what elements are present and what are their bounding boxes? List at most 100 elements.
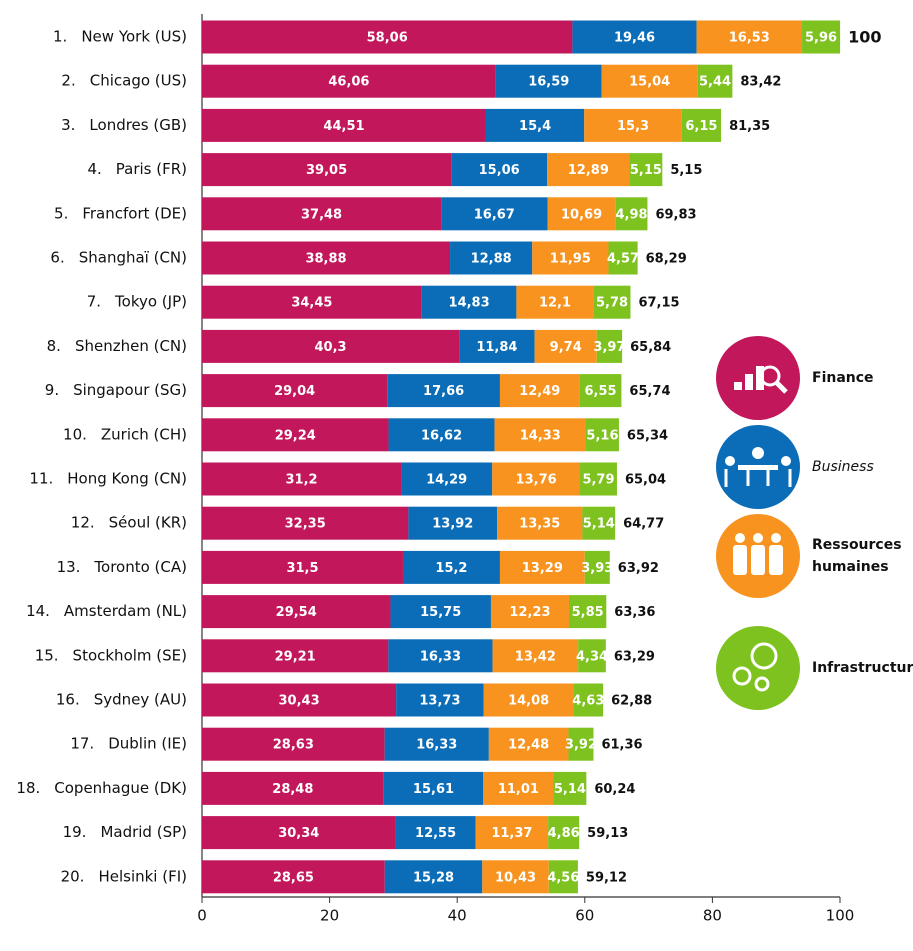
value-label: 30,43 [279,694,320,709]
legend-glyph [733,533,783,575]
value-label: 16,62 [421,428,462,443]
value-label: 5,14 [554,782,586,797]
value-label: 13,42 [515,649,556,664]
bar-segment [492,639,579,673]
glyph-bar [734,382,742,390]
glyph-head [752,447,764,459]
bar-segment [483,771,554,805]
rank-label: 7. [87,293,101,311]
value-label: 6,15 [685,119,717,134]
bar-segment [568,595,607,629]
bar-segment [608,241,638,275]
glyph-body [769,545,783,575]
value-label: 14,29 [426,473,467,488]
value-label: 3,92 [565,738,597,753]
category-label: Copenhague (DK) [54,779,187,797]
total-label: 65,74 [629,384,670,399]
bar-segment [584,550,610,584]
bar-segment [202,550,403,584]
total-label: 62,88 [611,694,652,709]
legend-glyph [724,447,792,487]
value-label: 10,43 [495,870,536,885]
bar-segment [579,374,622,408]
value-label: 16,33 [416,738,457,753]
total-label: 63,36 [614,605,655,620]
glyph-body [733,545,747,575]
bar-segment [384,727,489,761]
bar-segment [629,153,663,187]
category-label: Londres (GB) [89,116,187,134]
total-label: 64,77 [623,517,664,532]
value-label: 4,86 [548,826,580,841]
value-label: 12,88 [471,252,512,267]
value-label: 14,08 [508,694,549,709]
value-label: 13,73 [419,694,460,709]
glyph-handle [775,381,788,394]
value-label: 5,85 [572,605,604,620]
total-label: 65,84 [630,340,671,355]
bar-segment [459,329,535,363]
value-label: 15,04 [629,75,670,90]
bar-segment [202,462,402,496]
total-label: 63,92 [618,561,659,576]
bar-segment [596,329,623,363]
value-label: 4,57 [607,252,639,267]
value-label: 31,5 [286,561,318,576]
total-label: 59,12 [586,870,627,885]
category-label: Zurich (CH) [101,425,187,443]
rank-label: 8. [47,337,61,355]
bar-segment [681,108,722,142]
value-label: 37,48 [301,207,342,222]
legend-label: Ressources humaines [812,537,902,575]
bar-segment [497,506,583,540]
category-label: Sydney (AU) [94,691,187,709]
value-label: 12,48 [508,738,549,753]
rank-label: 11. [29,470,53,488]
value-label: 12,89 [568,163,609,178]
total-label: 81,35 [729,119,770,134]
value-label: 12,55 [415,826,456,841]
glyph-lens [759,365,781,387]
x-tick-label: 0 [197,907,207,925]
bar-segment [547,153,630,187]
category-label: Séoul (KR) [109,514,187,532]
value-label: 46,06 [328,75,369,90]
value-label: 28,65 [273,870,314,885]
value-label: 15,61 [413,782,454,797]
legend-label: Infrastructure [812,660,913,676]
value-label: 15,2 [435,561,467,576]
value-label: 31,2 [285,473,317,488]
value-label: 12,1 [539,296,571,311]
bar-segment [697,64,733,98]
x-tick-label: 40 [448,907,467,925]
value-label: 14,83 [449,296,490,311]
bar-segment [202,683,397,717]
value-label: 6,55 [584,384,616,399]
bar-segment [395,816,476,850]
bar-segment [396,683,484,717]
glyph-gear [732,666,752,686]
bar-segment [450,241,533,275]
bar-segment [580,462,617,496]
value-label: 30,34 [278,826,319,841]
value-label: 4,34 [576,649,608,664]
rank-label: 12. [71,514,95,532]
x-tick-label: 100 [826,907,855,925]
glyph-chair [724,469,792,487]
category-label: Paris (FR) [116,160,187,178]
total-label: 83,42 [740,75,781,90]
bar-segment [553,771,587,805]
glyph-head [753,533,763,543]
value-label: 15,28 [413,870,454,885]
bar-segment [202,329,460,363]
category-label: New York (US) [81,28,187,46]
bar-segment [384,860,483,894]
bar-segment [202,595,391,629]
bar-segment [202,860,385,894]
rank-label: 6. [50,249,64,267]
value-label: 13,35 [519,517,560,532]
total-label: 61,36 [601,738,642,753]
value-label: 3,97 [593,340,625,355]
bar-segment [483,683,574,717]
